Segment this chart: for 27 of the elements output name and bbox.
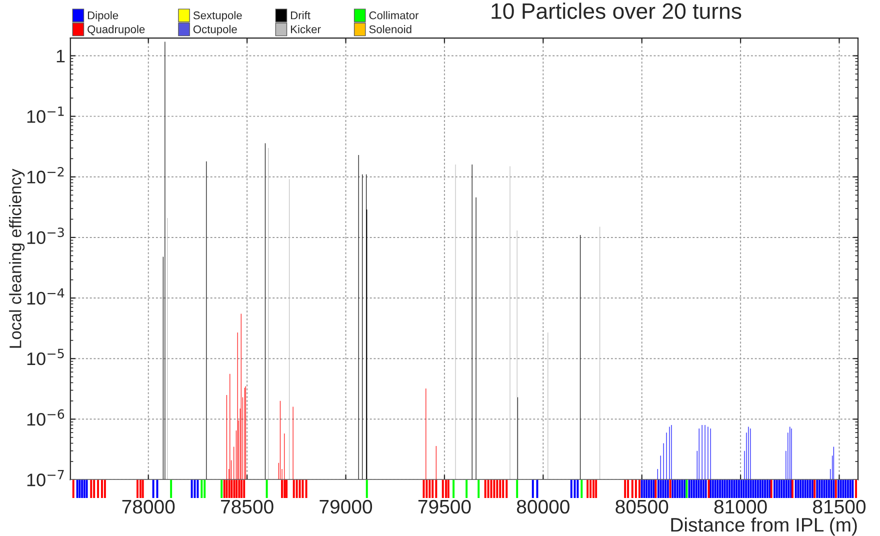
legend-label: Collimator: [369, 11, 419, 20]
y-tick-label: 1: [56, 50, 65, 62]
chart-title: 10 Particles over 20 turns: [492, 2, 742, 20]
x-tick-label: 78000: [122, 500, 175, 514]
legend-label: Sextupole: [193, 11, 242, 22]
y-tick-label: 10$^{−4}$: [27, 288, 64, 305]
y-axis-title: Local cleaning efficiency: [9, 168, 25, 348]
legend-label: Drift: [291, 11, 310, 20]
y-tick-label: 10$^{−1}$: [27, 106, 64, 123]
legend-label: Dipole: [88, 11, 118, 22]
x-tick-label: 81500: [813, 500, 866, 514]
x-tick-label: 79500: [418, 500, 471, 514]
legend-label: Solenoid: [369, 25, 412, 34]
y-tick-label: 10$^{−5}$: [27, 348, 64, 366]
x-tick-label: 80500: [616, 500, 668, 514]
x-axis-title: Distance from IPL (m): [671, 517, 857, 536]
legend-label: Quadrupole: [88, 25, 145, 36]
y-tick-label: 10$^{−6}$: [27, 409, 64, 426]
y-tick-label: 10$^{−7}$: [27, 470, 64, 486]
legend-label: Octupole: [193, 25, 237, 36]
legend-label: Kicker: [291, 25, 321, 34]
x-tick-label: 81000: [714, 500, 767, 514]
x-tick-label: 79000: [320, 500, 372, 514]
y-tick-label: 10$^{−2}$: [27, 167, 64, 184]
x-tick-label: 80000: [516, 500, 570, 514]
x-tick-label: 78500: [221, 500, 274, 514]
y-tick-label: 10$^{−3}$: [27, 228, 64, 244]
